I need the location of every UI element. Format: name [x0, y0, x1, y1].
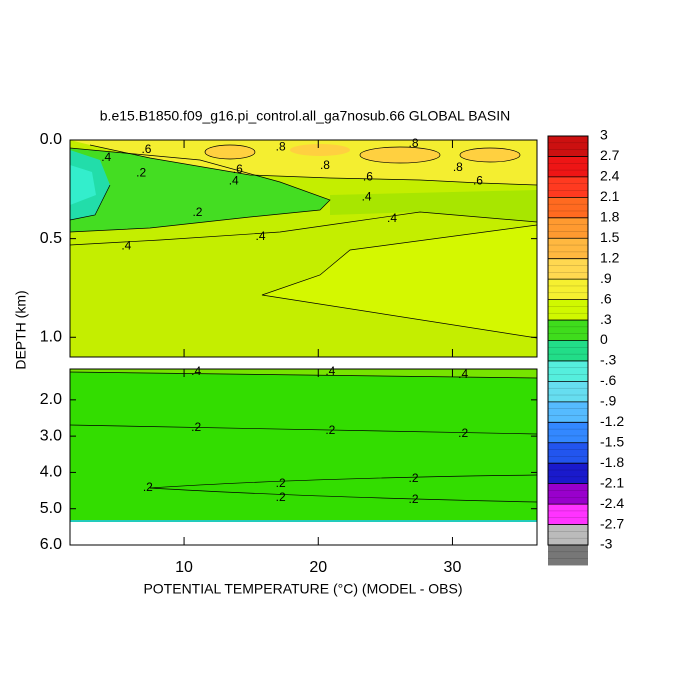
lower-panel-fill — [70, 369, 537, 545]
colorbar-band — [548, 504, 588, 525]
contour-label: .4 — [121, 239, 131, 253]
colorbar-label: -3 — [600, 536, 613, 552]
colorbar-band — [548, 545, 588, 566]
y-tick-label: 2.0 — [40, 391, 62, 408]
contour-label: .2 — [191, 420, 201, 434]
y-tick-label: 3.0 — [40, 427, 62, 444]
contour-label: .4 — [387, 211, 397, 225]
contour-label: .2 — [136, 166, 146, 180]
contour-label: .6 — [363, 170, 373, 184]
colorbar-label: .6 — [600, 290, 612, 306]
colorbar-label: -1.5 — [600, 433, 624, 449]
colorbar-label: -1.8 — [600, 454, 624, 470]
colorbar-label: -2.7 — [600, 515, 624, 531]
contour-label: .4 — [362, 189, 372, 203]
colorbar-band — [548, 463, 588, 484]
colorbar-label: -.6 — [600, 372, 617, 388]
colorbar-label: 1.5 — [600, 229, 620, 245]
colorbar-label: 3 — [600, 127, 608, 143]
colorbar-band — [548, 217, 588, 239]
colorbar-band — [548, 136, 588, 157]
colorbar-label: -1.2 — [600, 413, 624, 429]
y-tick-label: 0.5 — [40, 230, 62, 247]
upper-frame — [69, 139, 538, 358]
chart-title: b.e15.B1850.f09_g16.pi_control.all_ga7no… — [100, 108, 510, 124]
y-tick-label: 0.0 — [40, 131, 62, 148]
contour-label: .4 — [256, 229, 266, 243]
colorbar-band — [548, 279, 588, 300]
contour-label: .4 — [229, 174, 239, 188]
contour-label: .4 — [191, 364, 201, 378]
colorbar-band — [548, 340, 588, 361]
contour-label: .6 — [473, 174, 483, 188]
colorbar-label: 1.2 — [600, 249, 620, 265]
colorbar-band — [548, 381, 588, 402]
colorbar-label: 1.8 — [600, 209, 620, 225]
colorbar-band — [548, 422, 588, 443]
colorbar-band — [548, 483, 588, 505]
colorbar-label: .3 — [600, 311, 612, 327]
contour-label: .2 — [143, 480, 153, 494]
y-axis-label: DEPTH (km) — [13, 290, 29, 369]
contour-label: .4 — [325, 364, 335, 378]
contour-label: .8 — [276, 139, 286, 153]
colorbar-label: .9 — [600, 270, 612, 286]
contour-label: .8 — [409, 136, 419, 150]
colorbar-band — [548, 197, 588, 218]
contour-label: .2 — [276, 490, 286, 504]
colorbar-label: 2.7 — [600, 147, 620, 163]
colorbar-band — [548, 320, 588, 341]
colorbar-label: -2.4 — [600, 495, 624, 511]
colorbar-label: 0 — [600, 331, 608, 347]
x-tick-label: 20 — [309, 559, 327, 576]
colorbar-band — [548, 156, 588, 177]
lower-frame — [69, 368, 538, 546]
x-tick-label: 30 — [444, 559, 462, 576]
contour-label: .2 — [409, 492, 419, 506]
contour-label: .2 — [409, 471, 419, 485]
colorbar-band — [548, 238, 588, 259]
y-tick-label: 4.0 — [40, 464, 62, 481]
colorbar-band — [548, 524, 588, 545]
colorbar-band — [548, 401, 588, 423]
colorbar-label: -.3 — [600, 352, 617, 368]
contour-label: .4 — [458, 367, 468, 381]
contour-label: .4 — [101, 150, 111, 164]
colorbar-band — [548, 442, 588, 464]
colorbar-band — [548, 258, 588, 280]
contour-label: .2 — [192, 205, 202, 219]
x-axis-label: POTENTIAL TEMPERATURE (°C) (MODEL - OBS) — [143, 581, 462, 597]
colorbar-band — [548, 360, 588, 382]
colorbar-label: 2.1 — [600, 188, 620, 204]
colorbar-band — [548, 176, 588, 198]
upper-panel-fill — [70, 140, 537, 357]
colorbar-band — [548, 299, 588, 321]
colorbar-label: -2.1 — [600, 474, 624, 490]
contour-label: .6 — [141, 142, 151, 156]
contour-label: .2 — [276, 476, 286, 490]
contour-label: .2 — [458, 426, 468, 440]
y-tick-label: 5.0 — [40, 500, 62, 517]
y-tick-label: 1.0 — [40, 328, 62, 345]
colorbar-label: -.9 — [600, 393, 617, 409]
y-tick-label: 6.0 — [40, 536, 62, 553]
contour-label: .8 — [453, 160, 463, 174]
x-tick-label: 10 — [175, 559, 193, 576]
colorbar-label: 2.4 — [600, 168, 620, 184]
contour-label: .6 — [233, 162, 243, 176]
contour-label: .2 — [325, 423, 335, 437]
contour-label: .8 — [320, 158, 330, 172]
